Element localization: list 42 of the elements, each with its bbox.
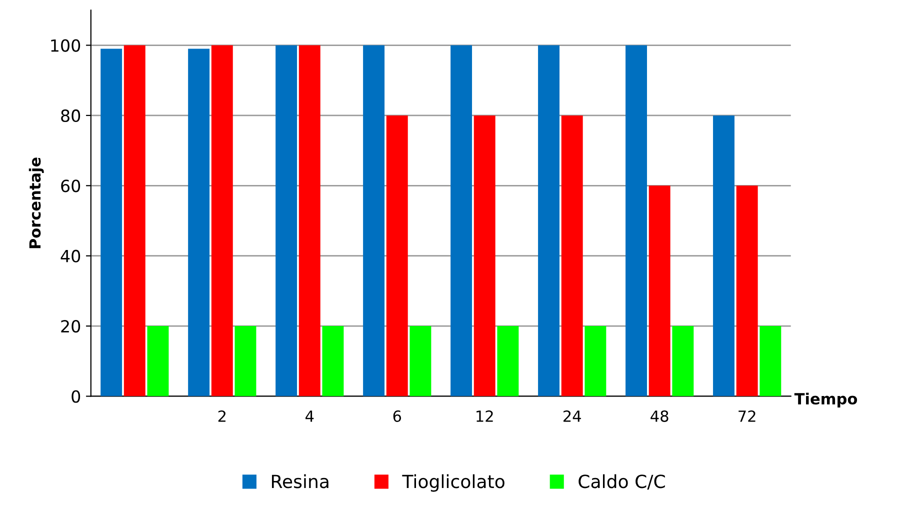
y-tick-label: 100 — [51, 39, 80, 52]
x-tick-label: 48 — [650, 410, 668, 422]
x-tick-label: 24 — [564, 410, 581, 422]
bar — [736, 186, 758, 396]
bar — [538, 45, 560, 396]
x-tick-label: 4 — [306, 410, 314, 422]
bar — [386, 115, 408, 396]
bar — [760, 326, 782, 396]
bar — [713, 115, 734, 396]
x-tick-label: 72 — [738, 410, 756, 422]
bar — [100, 48, 122, 396]
bar — [124, 45, 146, 396]
y-tick-label: 20 — [61, 320, 80, 333]
legend-label: Resina — [272, 474, 328, 488]
bar — [450, 45, 472, 396]
bar — [584, 326, 606, 396]
bar — [298, 45, 320, 396]
bar — [211, 45, 233, 396]
bar — [276, 45, 298, 396]
y-tick-label: 0 — [72, 390, 80, 403]
bar — [322, 326, 344, 396]
bar — [474, 115, 496, 396]
legend-label: Caldo C/C — [578, 474, 665, 490]
bar — [147, 326, 169, 396]
y-tick-label: 80 — [61, 109, 80, 122]
x-axis-title: Tiempo — [794, 392, 858, 408]
x-tick-label: 12 — [476, 410, 493, 422]
bar — [410, 326, 432, 396]
bar — [363, 45, 385, 396]
bar — [234, 326, 256, 396]
y-tick-label: 40 — [60, 250, 80, 262]
bar — [626, 45, 647, 396]
y-tick-label: 60 — [61, 180, 80, 192]
bar — [672, 326, 694, 396]
bar — [188, 48, 210, 396]
x-tick-label: 2 — [218, 410, 226, 422]
x-tick-label: 6 — [393, 410, 402, 422]
legend-label: Tioglicolato — [402, 474, 504, 492]
bar — [497, 326, 519, 396]
bar — [648, 186, 670, 396]
y-axis-title: Porcentaje — [28, 158, 44, 248]
bar — [561, 115, 583, 396]
